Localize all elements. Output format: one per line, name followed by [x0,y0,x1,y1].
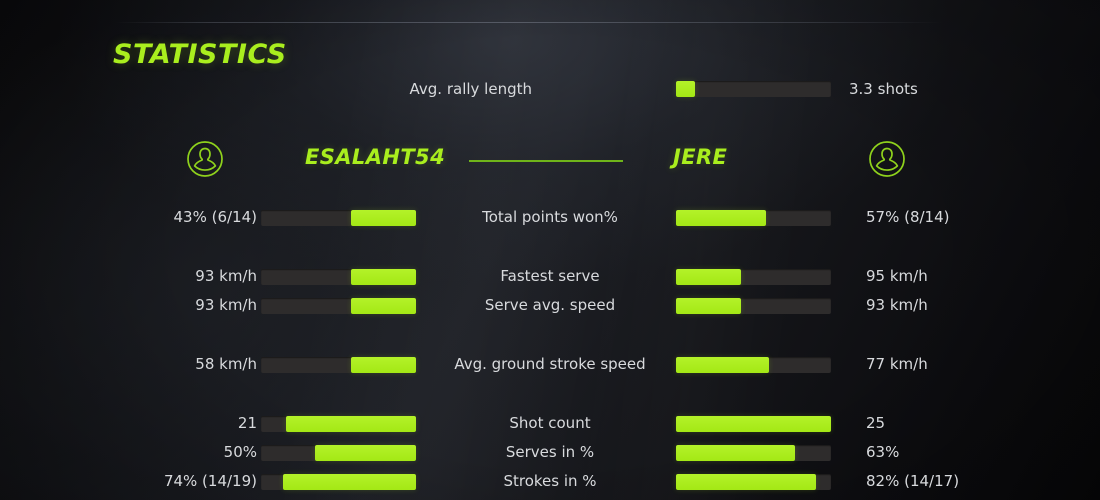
stat-row: 21 Shot count 25 [0,413,1100,435]
stat-bar-left [261,445,416,461]
stat-value-right: 95 km/h [866,267,928,285]
stat-bar-right [676,416,831,432]
stat-bar-right [676,445,831,461]
bar-fill [285,416,416,432]
stat-value-left: 93 km/h [195,267,257,285]
player-name-right: JERE [673,145,728,169]
stat-bar-left [261,298,416,314]
user-avatar-icon [184,138,226,180]
stat-label: Total points won% [482,208,618,226]
stat-bar-left [261,210,416,226]
stat-row: 93 km/h Serve avg. speed 93 km/h [0,295,1100,317]
stat-value-right: 77 km/h [866,355,928,373]
user-avatar-icon [866,138,908,180]
bar-track [676,81,831,97]
stat-value-left: 93 km/h [195,296,257,314]
stat-value-right: 57% (8/14) [866,208,950,226]
stat-label: Strokes in % [503,472,597,490]
stat-value-left: 43% (6/14) [173,208,258,226]
stat-value-left: 21 [237,414,257,432]
stat-value-right: 82% (14/17) [866,472,960,490]
stat-bar-right [676,357,831,373]
bar-fill [282,474,416,490]
bar-fill [350,357,416,373]
bar-fill [676,269,742,285]
stat-label: Avg. ground stroke speed [454,355,646,373]
bar-fill [676,298,742,314]
stat-bar-right [676,210,831,226]
stat-label: Serve avg. speed [484,296,616,314]
stat-label: Fastest serve [500,267,600,285]
bar-fill [676,357,769,373]
bar-fill [350,210,416,226]
bar-fill [676,210,766,226]
stat-value-left: 50% [223,443,257,461]
stat-row: 43% (6/14) Total points won% 57% (8/14) [0,207,1100,229]
stat-bar-left [261,357,416,373]
stat-bar-right [676,474,831,490]
players-header: ESALAHT54 JERE [0,138,1100,182]
stat-bar-left [261,416,416,432]
stat-value-right: 63% [866,443,900,461]
stat-bar-left [261,474,416,490]
stat-bar-right [676,269,831,285]
stat-value-left: 74% (14/19) [163,472,257,490]
header-separator-rule [469,160,623,162]
stat-row: 74% (14/19) Strokes in % 82% (14/17) [0,471,1100,493]
bar-fill [350,269,416,285]
avg-rally-length-bar [676,81,831,97]
stat-value-left: 58 km/h [195,355,257,373]
bar-fill [350,298,416,314]
page-title: STATISTICS [113,39,287,70]
bar-fill [676,445,796,461]
bar-fill [676,416,831,432]
bar-fill [315,445,416,461]
stat-value-right: 25 [866,414,886,432]
stat-row: 58 km/h Avg. ground stroke speed 77 km/h [0,354,1100,376]
bar-fill [676,474,816,490]
stat-bar-right [676,298,831,314]
player-name-left: ESALAHT54 [305,145,446,169]
avg-rally-length-label: Avg. rally length [409,80,532,98]
stat-row: 93 km/h Fastest serve 95 km/h [0,266,1100,288]
bar-fill [676,81,695,97]
avg-rally-length-row: Avg. rally length 3.3 shots [0,78,1100,100]
top-divider [115,22,943,23]
stat-bar-left [261,269,416,285]
stat-label: Serves in % [505,443,595,461]
stat-row: 50% Serves in % 63% [0,442,1100,464]
stat-value-right: 93 km/h [866,296,928,314]
avg-rally-length-value: 3.3 shots [849,80,918,98]
stat-label: Shot count [509,414,591,432]
